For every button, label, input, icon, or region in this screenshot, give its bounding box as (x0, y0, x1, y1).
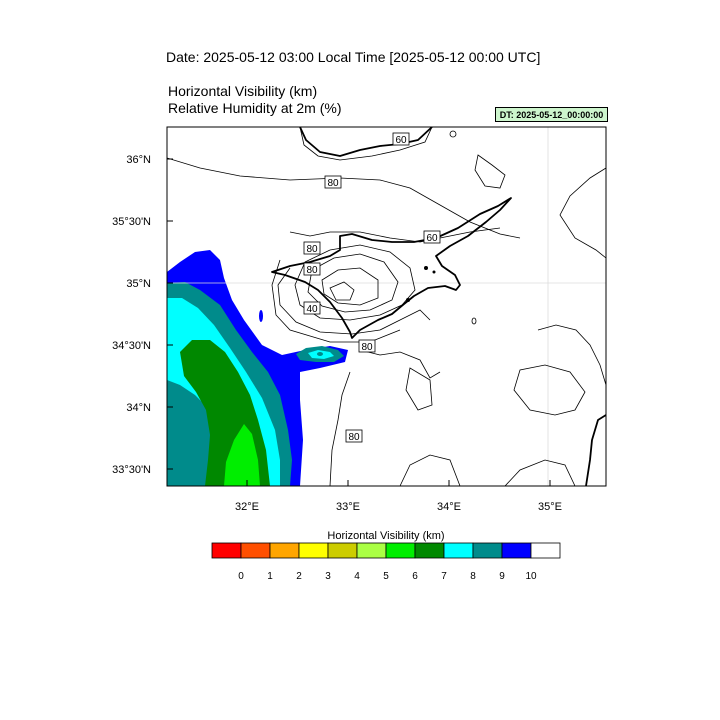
lon-tick-label: 32°E (235, 501, 259, 513)
legend-label: 2 (296, 571, 302, 582)
contour-label-box (358, 339, 376, 353)
legend-label: 0 (238, 571, 244, 582)
coastline-levant (585, 414, 606, 486)
contour-label: 40 (306, 304, 318, 315)
legend-label: 8 (470, 571, 476, 582)
contour-label-box (303, 301, 321, 315)
legend-swatch (240, 542, 271, 559)
gridlines (167, 127, 606, 486)
legend-swatch (443, 542, 474, 559)
legend-swatch (472, 542, 503, 559)
legend-label: 5 (383, 571, 389, 582)
lat-tick-label: 35°30'N (112, 216, 151, 228)
legend-labels: 0 1 2 3 4 5 6 7 8 9 10 (238, 571, 537, 582)
legend-colorbar (211, 542, 561, 559)
lon-tick-label: 33°E (336, 501, 360, 513)
contour-label: 80 (348, 432, 360, 443)
coastline-cyprus (271, 197, 512, 339)
contour-label: 80 (306, 244, 318, 255)
contour-label: 80 (361, 342, 373, 353)
lon-tick-label: 34°E (437, 501, 461, 513)
lat-tick-label: 33°30'N (112, 464, 151, 476)
legend-swatch (530, 542, 561, 559)
contour-label-box (303, 241, 321, 255)
visibility-spot-center (317, 352, 323, 356)
legend-label: 4 (354, 571, 360, 582)
legend-label: 10 (525, 571, 537, 582)
contour-label: 60 (395, 135, 407, 146)
coastlines (271, 127, 606, 486)
legend-swatch (298, 542, 329, 559)
contour-label-box (392, 132, 410, 146)
contour-label-box (345, 429, 363, 443)
coast-islets (406, 266, 436, 302)
lat-tick-label: 34°30'N (112, 340, 151, 352)
contour-label-group: 60 80 80 60 80 40 80 80 (303, 132, 441, 443)
legend-swatch (327, 542, 358, 559)
legend-swatch (269, 542, 300, 559)
contour-label: 80 (306, 265, 318, 276)
contour-label: 80 (327, 178, 339, 189)
legend-label: 9 (499, 571, 505, 582)
visibility-spot-islet (259, 310, 263, 322)
legend-swatch (211, 542, 242, 559)
datetime-badge: DT: 2025-05-12_00:00:00 (495, 107, 608, 122)
contour-label-box (324, 175, 342, 189)
latitude-axis: 36°N 35°30'N 35°N 34°30'N 34°N 33°30'N (112, 154, 173, 476)
variable-label-humidity: Relative Humidity at 2m (%) (168, 100, 342, 116)
contour-label: 60 (426, 233, 438, 244)
visibility-band-5 (224, 424, 260, 486)
lat-tick-label: 36°N (126, 154, 151, 166)
legend-swatch (414, 542, 445, 559)
contour-label-box (423, 230, 441, 244)
plot-frame (166, 126, 607, 487)
contour-label-box (303, 262, 321, 276)
legend-label: 7 (441, 571, 447, 582)
legend-label: 6 (412, 571, 418, 582)
lon-tick-label: 35°E (538, 501, 562, 513)
legend-label: 1 (267, 571, 273, 582)
lat-tick-label: 35°N (126, 278, 151, 290)
variable-label-visibility: Horizontal Visibility (km) (168, 83, 318, 99)
coastline-turkey (299, 127, 433, 157)
legend-swatch (356, 542, 387, 559)
legend-label: 3 (325, 571, 331, 582)
legend-title: Horizontal Visibility (km) (327, 530, 444, 542)
map-title: Date: 2025-05-12 03:00 Local Time [2025-… (166, 49, 541, 65)
longitude-axis: 32°E 33°E 34°E 35°E (235, 480, 562, 513)
legend-swatch (385, 542, 416, 559)
legend-swatch (501, 542, 532, 559)
lat-tick-label: 34°N (126, 402, 151, 414)
